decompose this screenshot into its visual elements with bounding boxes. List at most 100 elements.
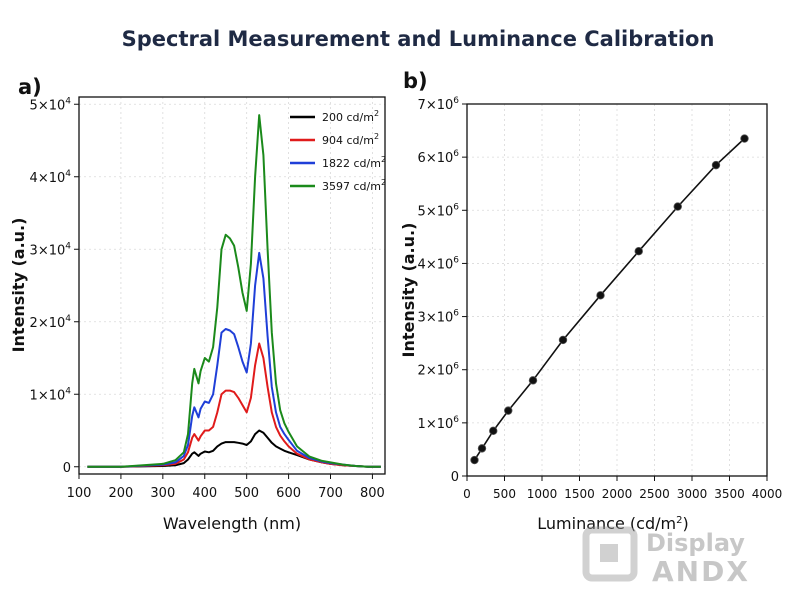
panel-a-x-tick-label: 700 [318,486,343,501]
watermark-logo-icon [582,526,638,582]
watermark-text-display: Display [646,529,745,557]
panel-b-y-tick-label-exponent: 6 [453,255,459,265]
panel-a-y-tick-label-exponent: 4 [65,241,71,251]
watermark-text-andx: ANDX [652,555,750,588]
panel-a-y-tick-label: 1×104 [30,386,72,403]
legend-label-904: 904 cd/m2 [322,132,379,147]
legend-unit-exponent: 2 [381,178,386,187]
legend-unit: cd/m [350,157,381,170]
panel-b-y-tick-label-mantissa: 1×10 [418,417,454,432]
panel-b-y-tick-label: 3×106 [418,309,460,326]
legend-value: 200 [322,111,343,124]
panel-b-x-axis-title-text: Luminance (cd/m [537,514,676,533]
figure-title: Spectral Measurement and Luminance Calib… [122,27,715,51]
legend-label-3597: 3597 cd/m2 [322,178,386,193]
legend-unit: cd/m [343,134,374,147]
panel-b-y-tick-label-mantissa: 7×10 [418,98,454,113]
panel-b-label: b) [403,69,428,93]
panel-b-series-group [470,134,749,465]
panel-b-x-axis-title-end: ) [682,514,688,533]
panel-a-x-tick-label: 400 [192,486,217,501]
panel-b-y-tick-label-exponent: 6 [453,202,459,212]
panel-a-x-tick-label: 800 [360,486,385,501]
panel-b-x-tick-label: 3000 [677,487,708,501]
panel-b-x-tick-label: 1500 [564,487,595,501]
panel-a-y-tick-label-mantissa: 0 [63,461,71,476]
panel-b-y-tick-label: 5×106 [418,202,460,219]
panel-a-series-group [87,114,381,468]
calibration-point [489,426,498,436]
panel-a-x-tick-label: 100 [67,486,92,501]
panel-a-y-tick-label-exponent: 4 [65,96,71,106]
panel-b-x-axis-title-exponent: 2 [676,515,682,526]
panel-a-y-tick-label: 5×104 [30,96,72,113]
panel-b-y-tick-label-exponent: 6 [453,309,459,319]
panel-a-x-tick-label: 300 [150,486,175,501]
calibration-line [473,137,746,461]
panel-b-y-tick-label-exponent: 6 [453,96,459,106]
panel-a-y-tick-label-exponent: 4 [65,314,71,324]
legend-unit-exponent: 2 [381,155,386,164]
panel-b-x-axis-title: Luminance (cd/m2) [537,514,688,533]
panel-a-y-tick-label-exponent: 4 [65,169,71,179]
panel-a-spectrum-chart: a) 100 200 300 400 500 600 700 800 01×1042×1043… [9,75,386,533]
calibration-point [504,406,513,415]
panel-a-y-tick-label-mantissa: 1×10 [30,388,66,403]
legend-unit-exponent: 2 [374,132,379,141]
legend-unit: cd/m [350,180,381,193]
panel-b-y-tick-label: 7×106 [418,96,460,113]
calibration-point [711,160,721,170]
panel-b-calibration-chart: b) 0 500 1000 1500 2000 2500 3000 3500 4000 0 1×1… [399,69,782,533]
panel-b-x-tick-label: 0 [463,487,471,501]
panel-a-grid [78,97,385,474]
legend-value: 1822 [322,157,350,170]
panel-a-y-tick-label: 4×104 [30,169,72,186]
panel-b-x-tick-label: 3500 [714,487,745,501]
calibration-point [470,455,479,465]
panel-b-x-ticks: 0 500 1000 1500 2000 2500 3000 3500 4000 [463,476,782,501]
display-andx-watermark: Display ANDX [582,526,750,588]
panel-a-y-tick-label-exponent: 4 [65,386,71,396]
panel-a-x-ticks: 100 200 300 400 500 600 700 800 [67,474,385,501]
legend-unit-exponent: 2 [374,109,379,118]
panel-b-y-tick-label-mantissa: 0 [451,470,459,485]
panel-a-y-tick-label: 3×104 [30,241,72,258]
panel-b-y-tick-label: 2×106 [418,362,460,379]
series-line-200-cd-m2 [87,429,381,468]
panel-b-x-tick-label: 1000 [527,487,558,501]
series-line-1822-cd-m2 [87,251,381,468]
legend-value: 3597 [322,180,350,193]
panel-b-y-axis-title: Intensity (a.u.) [399,223,418,358]
panel-a-y-tick-label-mantissa: 5×10 [30,98,66,113]
panel-b-y-tick-label: 6×106 [418,149,460,166]
calibration-point [596,291,605,300]
panel-b-y-tick-label: 4×106 [418,255,460,272]
legend-value: 904 [322,134,343,147]
panel-a-y-tick-label: 2×104 [30,314,72,331]
panel-a-x-tick-label: 200 [109,486,134,501]
legend-unit: cd/m [343,111,374,124]
calibration-point [740,134,749,143]
panel-b-y-tick-label-exponent: 6 [453,415,459,425]
panel-a-x-tick-label: 600 [276,486,301,501]
panel-b-y-tick-label: 0 [451,470,459,485]
legend-label-1822: 1822 cd/m2 [322,155,386,170]
series-line-904-cd-m2 [87,342,381,468]
calibration-point [528,376,538,385]
legend-label-200: 200 cd/m2 [322,109,379,124]
panel-b-y-tick-label-mantissa: 5×10 [418,204,454,219]
panel-b-x-tick-label: 2500 [639,487,670,501]
calibration-point [673,202,682,211]
panel-b-y-tick-label: 1×106 [418,415,460,432]
panel-b-x-tick-label: 500 [493,487,516,501]
panel-b-x-tick-label: 2000 [602,487,633,501]
panel-b-y-tick-label-mantissa: 6×10 [418,151,454,166]
panel-a-x-axis-title: Wavelength (nm) [163,514,301,533]
panel-a-x-tick-label: 500 [234,486,259,501]
panel-b-y-tick-label-mantissa: 4×10 [418,257,454,272]
panel-a-y-axis-title: Intensity (a.u.) [9,218,28,353]
panel-a-y-tick-label-mantissa: 2×10 [30,316,66,331]
